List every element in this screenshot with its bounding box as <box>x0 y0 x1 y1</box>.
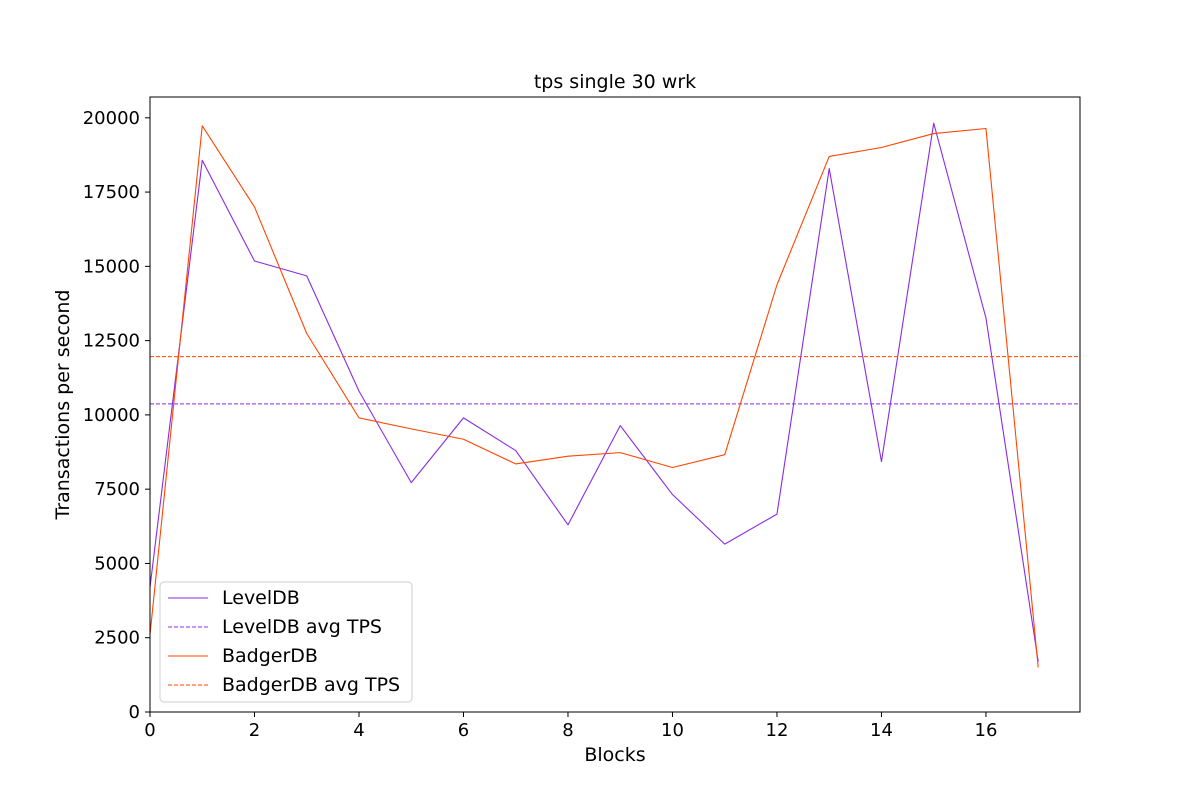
y-tick-label: 0 <box>129 702 140 723</box>
x-tick-label: 8 <box>562 720 573 741</box>
legend-label: BadgerDB <box>222 645 318 667</box>
x-axis-label: Blocks <box>584 744 645 766</box>
y-tick-label: 17500 <box>83 182 140 203</box>
y-tick-label: 15000 <box>83 256 140 277</box>
y-tick-label: 5000 <box>94 553 140 574</box>
x-tick-label: 16 <box>975 720 998 741</box>
x-tick-label: 0 <box>144 720 155 741</box>
x-tick-label: 2 <box>249 720 260 741</box>
x-tick-label: 4 <box>353 720 364 741</box>
y-tick-label: 10000 <box>83 405 140 426</box>
y-tick-label: 12500 <box>83 331 140 352</box>
legend-label: LevelDB <box>222 587 300 609</box>
x-tick-label: 12 <box>766 720 789 741</box>
y-tick-label: 7500 <box>94 479 140 500</box>
y-axis-label: Transactions per second <box>52 290 74 521</box>
y-tick-label: 2500 <box>94 628 140 649</box>
y-tick-label: 20000 <box>83 108 140 129</box>
legend-label: LevelDB avg TPS <box>222 616 382 638</box>
x-tick-label: 6 <box>458 720 469 741</box>
legend-label: BadgerDB avg TPS <box>222 674 400 696</box>
legend: LevelDB LevelDB avg TPS BadgerDB BadgerDB a… <box>160 582 412 702</box>
x-tick-label: 10 <box>661 720 684 741</box>
x-tick-label: 14 <box>870 720 893 741</box>
chart-title: tps single 30 wrk <box>534 71 696 93</box>
